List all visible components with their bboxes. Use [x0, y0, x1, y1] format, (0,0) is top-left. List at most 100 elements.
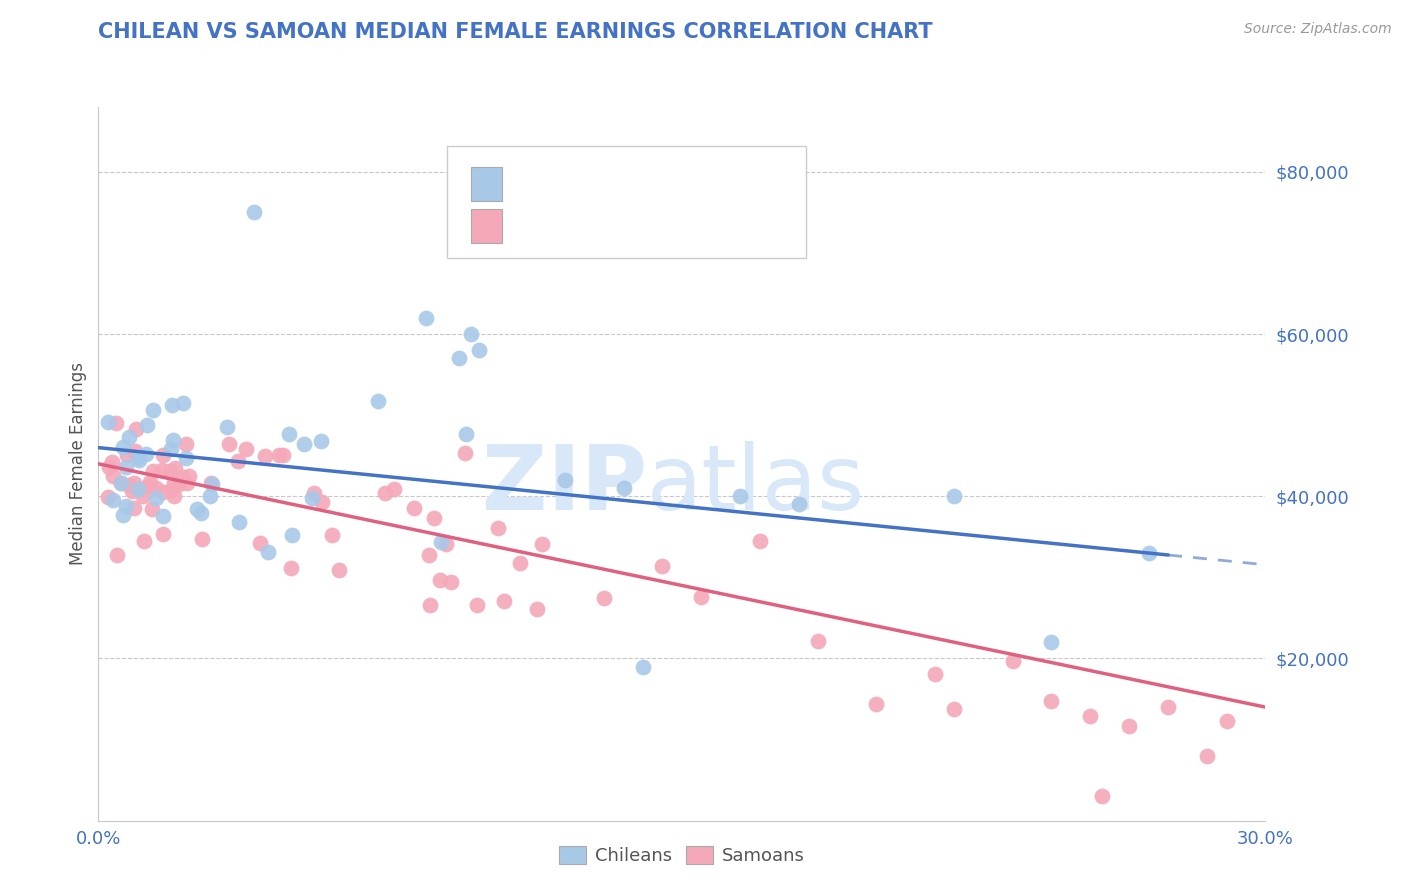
Point — [191, 532, 214, 546]
Point — [402, 501, 425, 516]
Point — [865, 697, 887, 711]
Point — [382, 483, 405, 497]
Y-axis label: Median Female Earnings: Median Female Earnings — [69, 362, 87, 566]
Text: 53: 53 — [648, 175, 672, 193]
Point — [124, 444, 146, 458]
Text: ZIP: ZIP — [482, 442, 647, 529]
Point — [460, 327, 482, 342]
Point — [122, 475, 145, 490]
Point — [101, 454, 124, 468]
Point — [374, 486, 396, 500]
Point — [943, 489, 966, 503]
Point — [301, 491, 323, 505]
Point — [110, 475, 132, 490]
Point — [101, 492, 124, 507]
Point — [1157, 700, 1180, 714]
Text: -0.699: -0.699 — [546, 217, 605, 235]
Point — [1118, 719, 1140, 733]
Point — [530, 536, 553, 550]
Point — [117, 478, 139, 492]
Point — [1040, 694, 1063, 708]
Point — [125, 422, 148, 436]
Text: R =: R = — [516, 217, 553, 235]
Point — [429, 534, 451, 549]
Point — [292, 437, 315, 451]
Point — [150, 462, 173, 476]
Point — [748, 533, 770, 548]
Point — [176, 475, 198, 490]
Point — [115, 499, 138, 513]
Point — [200, 475, 222, 490]
Point — [440, 575, 463, 590]
Point — [165, 461, 187, 475]
Point — [172, 396, 194, 410]
Text: N =: N = — [619, 175, 655, 193]
Point — [97, 415, 120, 429]
Point — [328, 563, 350, 577]
Point — [311, 495, 333, 509]
Point — [97, 490, 120, 504]
Point — [257, 545, 280, 559]
Text: R =: R = — [516, 175, 553, 193]
Point — [145, 481, 167, 495]
Point — [98, 460, 121, 475]
Point — [1137, 546, 1160, 560]
Point — [174, 437, 197, 451]
Point — [526, 602, 548, 616]
Point — [152, 527, 174, 541]
Point — [217, 420, 239, 434]
Point — [198, 489, 221, 503]
Point — [554, 473, 576, 487]
Text: Source: ZipAtlas.com: Source: ZipAtlas.com — [1244, 22, 1392, 37]
Point — [309, 434, 332, 448]
Point — [367, 394, 389, 409]
Point — [235, 442, 257, 457]
Point — [226, 453, 249, 467]
Point — [651, 558, 673, 573]
Point — [186, 501, 208, 516]
Text: 86: 86 — [648, 217, 672, 235]
Point — [101, 469, 124, 483]
Point — [423, 511, 446, 525]
Point — [134, 533, 156, 548]
Point — [429, 574, 451, 588]
Point — [127, 450, 149, 465]
Point — [302, 485, 325, 500]
Point — [141, 502, 163, 516]
Point — [454, 445, 477, 459]
Text: atlas: atlas — [647, 442, 865, 529]
Point — [631, 659, 654, 673]
Point — [509, 557, 531, 571]
Point — [127, 482, 149, 496]
Point — [612, 481, 634, 495]
Point — [280, 560, 302, 574]
Point — [447, 351, 470, 366]
Point — [115, 449, 138, 463]
Point — [110, 476, 132, 491]
Point — [105, 548, 128, 562]
Point — [160, 483, 183, 498]
Point — [172, 469, 194, 483]
Point — [104, 416, 127, 430]
Point — [321, 528, 343, 542]
Point — [1215, 714, 1237, 728]
Point — [249, 536, 271, 550]
Point — [730, 489, 752, 503]
Point — [228, 516, 250, 530]
Point — [145, 491, 167, 505]
Point — [159, 464, 181, 478]
Point — [174, 451, 197, 466]
Point — [280, 528, 302, 542]
Point — [218, 437, 240, 451]
Point — [1080, 709, 1102, 723]
Legend: Chileans, Samoans: Chileans, Samoans — [551, 838, 813, 872]
Point — [112, 440, 135, 454]
Point — [593, 591, 616, 606]
Point — [112, 508, 135, 522]
Point — [278, 427, 301, 442]
Point — [1091, 789, 1114, 804]
Point — [273, 448, 295, 462]
Point — [787, 497, 810, 511]
Point — [418, 548, 440, 562]
Point — [160, 398, 183, 412]
